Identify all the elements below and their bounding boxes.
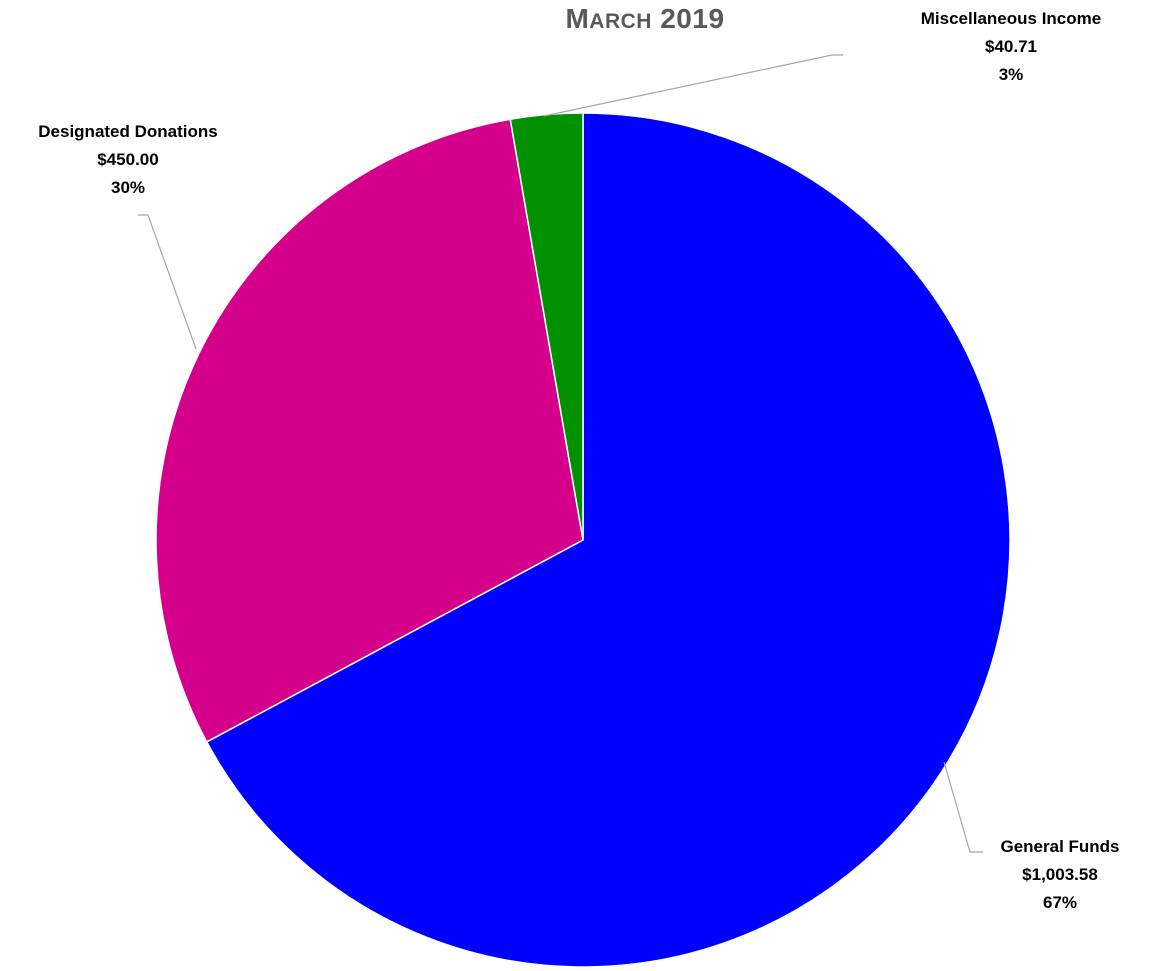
leader-line-designated-donations xyxy=(138,214,197,350)
slice-percent-label: 3% xyxy=(999,65,1024,84)
slice-name-label: Miscellaneous Income xyxy=(921,9,1101,28)
slice-percent-label: 30% xyxy=(111,178,145,197)
slice-value-label: $1,003.58 xyxy=(1022,865,1098,884)
leader-line-miscellaneous-income xyxy=(543,54,843,117)
data-label-designated-donations: Designated Donations $450.00 30% xyxy=(38,122,217,197)
pie-slices xyxy=(155,112,1011,968)
leader-lines xyxy=(138,54,983,853)
slice-value-label: $450.00 xyxy=(97,150,158,169)
pie-slice-miscellaneous-income xyxy=(509,112,584,541)
chart-title: MARCH 2019 xyxy=(565,3,724,34)
slice-name-label: Designated Donations xyxy=(38,122,217,141)
pie-slice-general-funds xyxy=(205,112,1011,968)
leader-line-general-funds xyxy=(943,761,983,853)
slice-name-label: General Funds xyxy=(1000,837,1119,856)
data-label-miscellaneous-income: Miscellaneous Income $40.71 3% xyxy=(921,9,1101,84)
data-label-general-funds: General Funds $1,003.58 67% xyxy=(1000,837,1119,912)
pie-slice-designated-donations xyxy=(155,118,584,743)
slice-value-label: $40.71 xyxy=(985,37,1037,56)
slice-labels: General Funds $1,003.58 67% Designated Dona… xyxy=(38,9,1119,912)
slice-percent-label: 67% xyxy=(1043,893,1077,912)
